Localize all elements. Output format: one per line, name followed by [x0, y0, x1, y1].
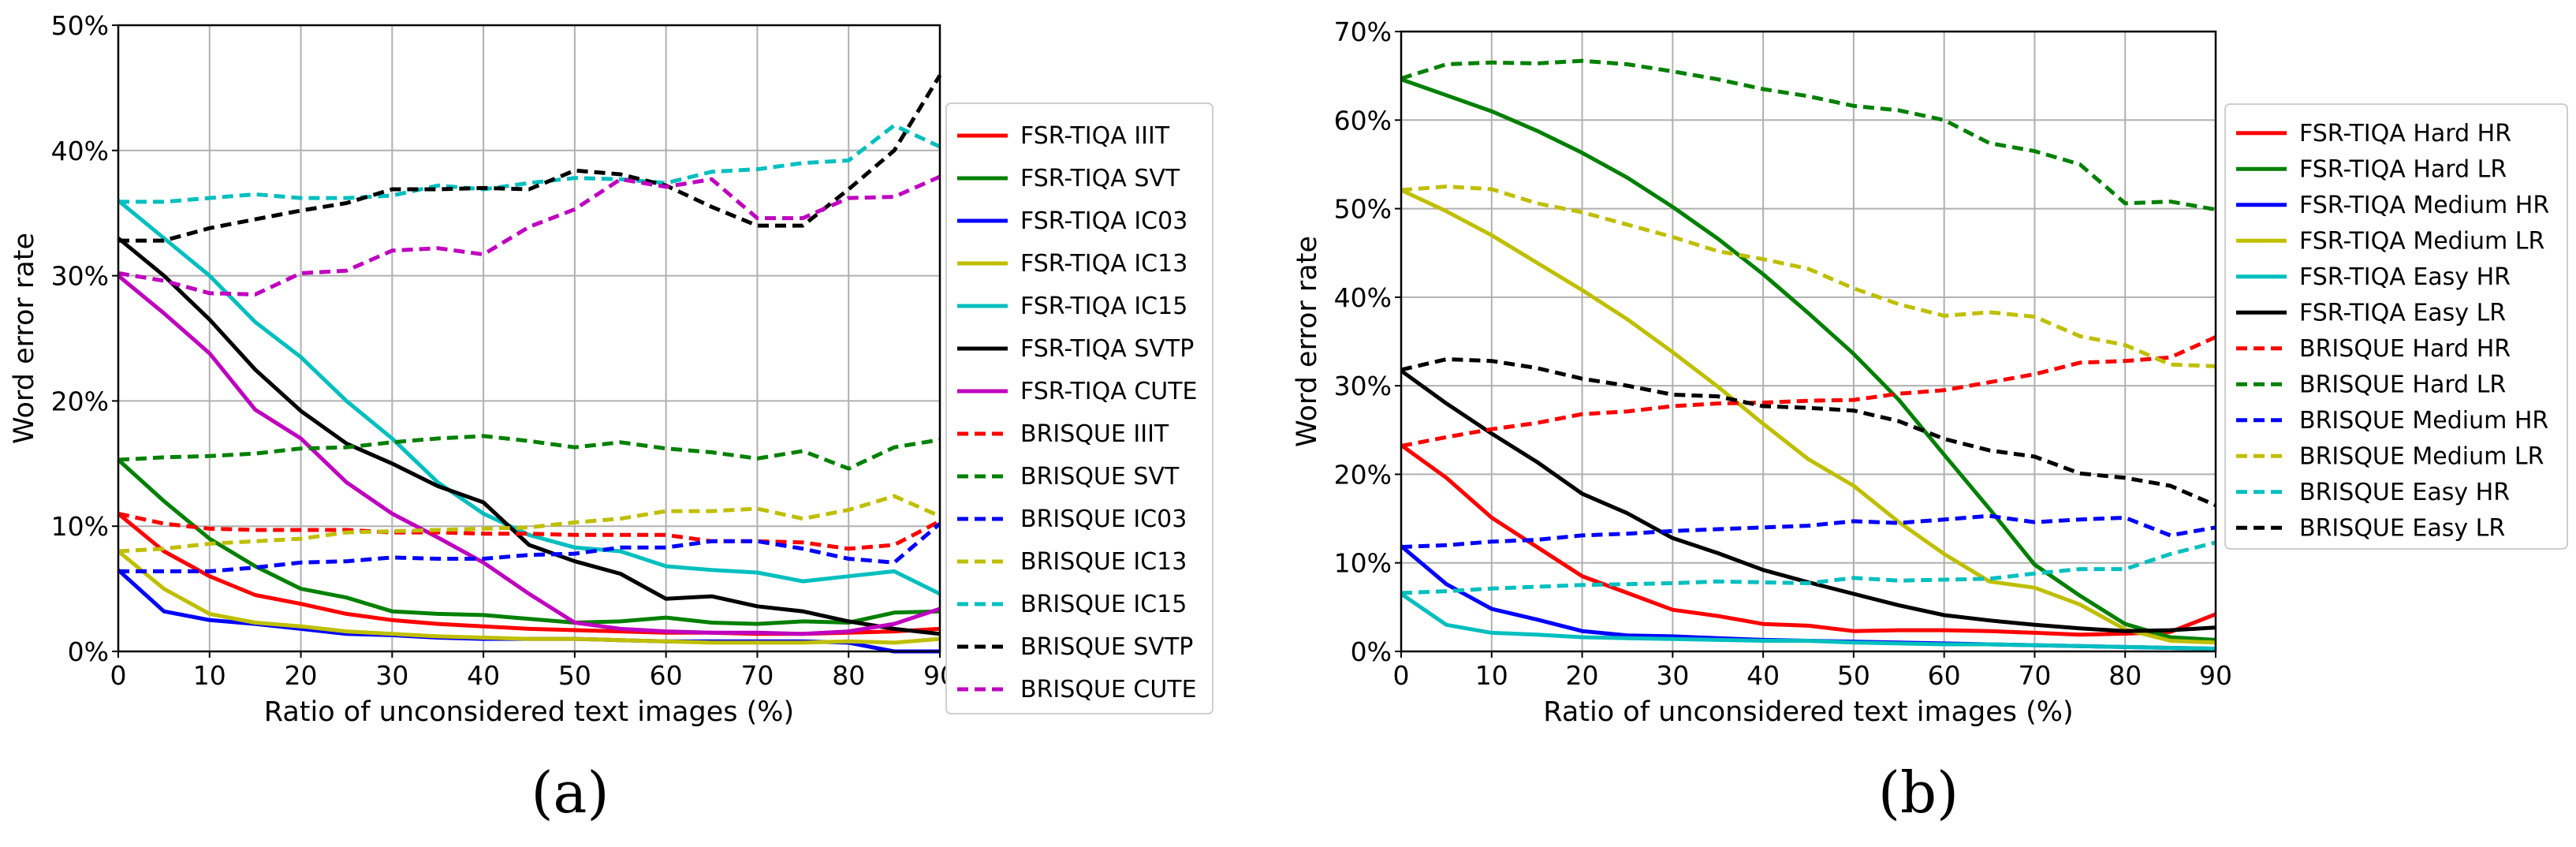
y-tick-label: 50%	[51, 10, 109, 41]
legend-label: FSR-TIQA Easy LR	[2299, 299, 2506, 326]
series-line	[117, 550, 941, 645]
series-line	[1400, 591, 2216, 651]
series-line	[117, 434, 941, 471]
y-tick-label: 10%	[1334, 548, 1392, 579]
series-line	[1400, 335, 2217, 448]
legend-label: FSR-TIQA IIIT	[1020, 122, 1170, 150]
legend-label: FSR-TIQA IC13	[1020, 250, 1187, 278]
series-lines	[117, 74, 942, 654]
series-line	[117, 511, 941, 551]
legend-label: FSR-TIQA IC15	[1020, 293, 1187, 320]
series-line	[1400, 188, 2216, 645]
y-tick-label: 40%	[1334, 282, 1392, 313]
y-tick-label: 0%	[68, 636, 109, 667]
series-line	[1400, 77, 2216, 642]
y-tick-label: 50%	[1334, 194, 1392, 225]
legend-label: BRISQUE IC03	[1020, 506, 1187, 533]
series-line	[117, 274, 941, 636]
x-tick-label: 80	[2108, 660, 2142, 691]
x-tick-label: 50	[1837, 660, 1870, 691]
x-axis-label: Ratio of unconsidered text images (%)	[264, 696, 794, 728]
legend-label: BRISQUE Hard LR	[2299, 371, 2506, 398]
tick-labels: 0 10 20 30 40 50 60 70 80 900%10%20%30%40%50%	[51, 10, 956, 691]
legend-label: FSR-TIQA Hard LR	[2299, 155, 2507, 183]
legend-box	[945, 103, 1213, 715]
panel-label: (a)	[531, 759, 609, 826]
legend-label: BRISQUE SVT	[1020, 463, 1180, 491]
series-line	[1400, 357, 2216, 507]
y-tick-label: 10%	[51, 511, 109, 542]
legend-label: FSR-TIQA IC03	[1020, 207, 1187, 235]
x-tick-label: 0	[1393, 660, 1410, 691]
x-tick-label: 40	[467, 660, 500, 691]
legend-label: FSR-TIQA SVTP	[1020, 335, 1194, 363]
panel-label: (b)	[1878, 759, 1959, 826]
series-line	[1400, 58, 2216, 212]
series-line	[1400, 443, 2216, 637]
series-line	[117, 237, 941, 636]
x-tick-label: 60	[1928, 660, 1961, 691]
series-line	[118, 74, 942, 243]
tick-labels: 0 10 20 30 40 50 60 70 80 90 0% 10% 20% 30% 40% 50% 60% 7…	[1334, 17, 2232, 691]
legend-label: FSR-TIQA Medium LR	[2299, 227, 2544, 255]
x-axis-label: Ratio of unconsidered text images (%)	[1543, 696, 2073, 728]
legend-label: BRISQUE Easy HR	[2299, 479, 2510, 506]
series-line	[1400, 513, 2216, 549]
y-tick-label: 40%	[51, 136, 109, 166]
y-tick-label: 20%	[1334, 459, 1392, 490]
legend-label: BRISQUE IIIT	[1020, 420, 1169, 448]
x-tick-label: 30	[1656, 660, 1689, 691]
legend-label: FSR-TIQA CUTE	[1020, 378, 1198, 405]
legend-label: BRISQUE Medium LR	[2299, 442, 2544, 470]
series-line	[117, 199, 941, 596]
x-tick-label: 90	[2199, 660, 2232, 691]
series-line	[118, 522, 941, 573]
legend-label: FSR-TIQA SVT	[1020, 165, 1180, 192]
y-tick-label: 30%	[51, 261, 109, 292]
series-line	[1400, 540, 2216, 595]
series-lines	[1400, 58, 2217, 651]
x-tick-label: 20	[1566, 660, 1599, 691]
panel-b: 0 10 20 30 40 50 60 70 80 90 0% 10% 20% 30% 40% 50% 60% 7…	[1292, 17, 2568, 826]
x-tick-label: 70	[740, 660, 774, 691]
y-tick-label: 70%	[1334, 17, 1392, 47]
series-line	[117, 174, 941, 297]
legend: FSR-TIQA IIIT FSR-TIQA SVT FSR-TIQA IC03 FS…	[945, 103, 1213, 715]
x-tick-label: 0	[110, 660, 127, 691]
x-tick-label: 80	[832, 660, 865, 691]
panel-a: 0 10 20 30 40 50 60 70 80 900%10%20%30%40%50%Rati…	[9, 10, 1213, 826]
legend-box	[2224, 103, 2568, 550]
series-line	[1400, 369, 2216, 633]
legend-label: BRISQUE IC15	[1020, 591, 1187, 618]
y-tick-label: 60%	[1334, 105, 1392, 136]
legend: FSR-TIQA Hard HR FSR-TIQA Hard LR FSR-TIQA…	[2224, 103, 2568, 550]
x-tick-label: 50	[558, 660, 591, 691]
y-axis-label: Word error rate	[1292, 236, 1323, 447]
x-tick-label: 70	[2018, 660, 2051, 691]
legend-label: BRISQUE IC13	[1020, 548, 1187, 576]
y-axis-label: Word error rate	[9, 233, 40, 444]
y-tick-label: 0%	[1351, 636, 1392, 667]
x-tick-label: 60	[650, 660, 683, 691]
series-line	[1400, 185, 2216, 368]
legend-label: BRISQUE Medium HR	[2299, 407, 2548, 435]
x-tick-label: 30	[375, 660, 408, 691]
legend-label: BRISQUE Hard HR	[2299, 335, 2511, 363]
legend-label: FSR-TIQA Hard HR	[2299, 120, 2511, 147]
y-tick-label: 30%	[1334, 371, 1392, 401]
legend-label: BRISQUE Easy LR	[2299, 514, 2505, 542]
series-line	[117, 458, 941, 626]
legend-label: FSR-TIQA Easy HR	[2299, 263, 2511, 291]
legend-label: BRISQUE CUTE	[1020, 676, 1197, 703]
x-tick-label: 10	[1475, 660, 1508, 691]
y-tick-label: 20%	[51, 386, 109, 416]
x-tick-label: 10	[193, 660, 226, 691]
legend-label: FSR-TIQA Medium HR	[2299, 192, 2549, 219]
plot-frame	[1400, 30, 2217, 653]
x-tick-label: 20	[285, 660, 318, 691]
legend-label: BRISQUE SVTP	[1020, 633, 1193, 661]
x-tick-label: 40	[1747, 660, 1780, 691]
plot-frame	[117, 24, 941, 653]
